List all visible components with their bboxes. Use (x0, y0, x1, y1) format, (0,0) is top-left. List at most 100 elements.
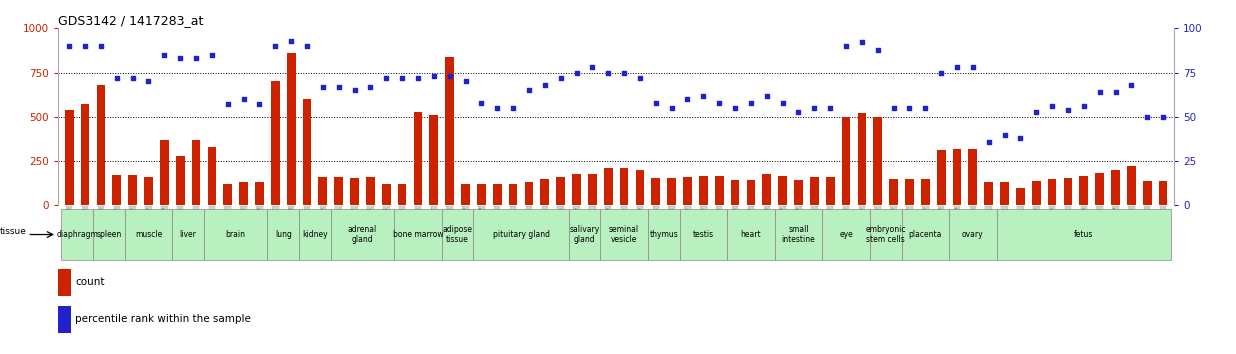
Point (916, 105, 936, 111)
Bar (747, 180, 755, 205)
Point (900, 105, 920, 111)
Point (75, 43, 95, 49)
Bar (858, 113, 866, 205)
Bar (601, 209, 648, 260)
Point (535, 82, 555, 88)
Bar (949, 209, 996, 260)
Bar (287, 53, 295, 205)
Point (329, 84, 349, 90)
Point (59, 43, 79, 49)
Point (1153, 114, 1173, 120)
Point (789, 109, 808, 114)
Text: kidney: kidney (302, 230, 328, 239)
Point (91, 43, 111, 49)
Bar (569, 209, 601, 260)
Bar (779, 176, 787, 205)
Bar (331, 209, 394, 260)
Text: tissue: tissue (0, 228, 26, 236)
Bar (572, 175, 581, 205)
Point (154, 52, 174, 58)
Bar (477, 184, 486, 205)
Bar (93, 209, 125, 260)
Bar (588, 175, 597, 205)
Bar (763, 175, 771, 205)
Point (471, 100, 491, 105)
Bar (382, 184, 391, 205)
Point (693, 93, 713, 98)
Text: percentile rank within the sample: percentile rank within the sample (75, 314, 251, 324)
Bar (1079, 176, 1088, 205)
Point (266, 43, 286, 49)
Bar (969, 149, 978, 205)
Bar (145, 177, 153, 205)
Point (963, 64, 983, 70)
Point (1042, 103, 1062, 109)
Point (392, 75, 412, 81)
Bar (1143, 181, 1152, 205)
Bar (58, 306, 70, 333)
Point (742, 100, 761, 105)
Bar (80, 104, 89, 205)
Point (646, 100, 666, 105)
Bar (445, 57, 454, 205)
Text: embryonic
stem cells: embryonic stem cells (865, 225, 906, 244)
Point (1011, 135, 1031, 141)
Point (282, 38, 302, 44)
Point (440, 73, 460, 79)
Point (614, 70, 634, 75)
Text: eye: eye (839, 230, 853, 239)
Point (1137, 114, 1157, 120)
Bar (414, 112, 423, 205)
Bar (271, 81, 279, 205)
Point (201, 52, 221, 58)
Bar (870, 209, 901, 260)
Text: seminal
vesicle: seminal vesicle (609, 225, 639, 244)
Point (218, 102, 237, 107)
Point (947, 64, 967, 70)
Text: placenta: placenta (908, 230, 942, 239)
Point (1090, 89, 1110, 95)
Bar (901, 209, 949, 260)
Bar (255, 182, 263, 205)
Bar (635, 170, 644, 205)
Text: bone marrow: bone marrow (393, 230, 444, 239)
Bar (319, 177, 328, 205)
Bar (509, 184, 518, 205)
Point (995, 132, 1015, 137)
Bar (1032, 181, 1041, 205)
Bar (921, 179, 929, 205)
Text: adrenal
gland: adrenal gland (347, 225, 377, 244)
Point (313, 84, 332, 90)
Point (551, 75, 571, 81)
Point (1058, 107, 1078, 113)
Point (234, 96, 253, 102)
Bar (335, 177, 344, 205)
Point (756, 93, 776, 98)
Point (598, 70, 618, 75)
Point (805, 105, 824, 111)
Bar (684, 177, 692, 205)
Point (566, 70, 586, 75)
Bar (172, 209, 204, 260)
Bar (889, 179, 897, 205)
Text: small
intestine: small intestine (781, 225, 816, 244)
Point (821, 105, 840, 111)
Point (122, 75, 142, 81)
Point (408, 75, 428, 81)
Point (345, 87, 365, 93)
Bar (874, 117, 883, 205)
Bar (112, 175, 121, 205)
Point (852, 40, 871, 45)
Bar (129, 175, 137, 205)
Bar (176, 156, 184, 205)
Bar (730, 180, 739, 205)
Bar (842, 117, 850, 205)
Bar (524, 182, 533, 205)
Bar (96, 85, 105, 205)
Bar (937, 150, 946, 205)
Bar (1016, 188, 1025, 205)
Bar (398, 184, 407, 205)
Text: count: count (75, 278, 105, 287)
Point (836, 43, 855, 49)
Point (519, 87, 539, 93)
